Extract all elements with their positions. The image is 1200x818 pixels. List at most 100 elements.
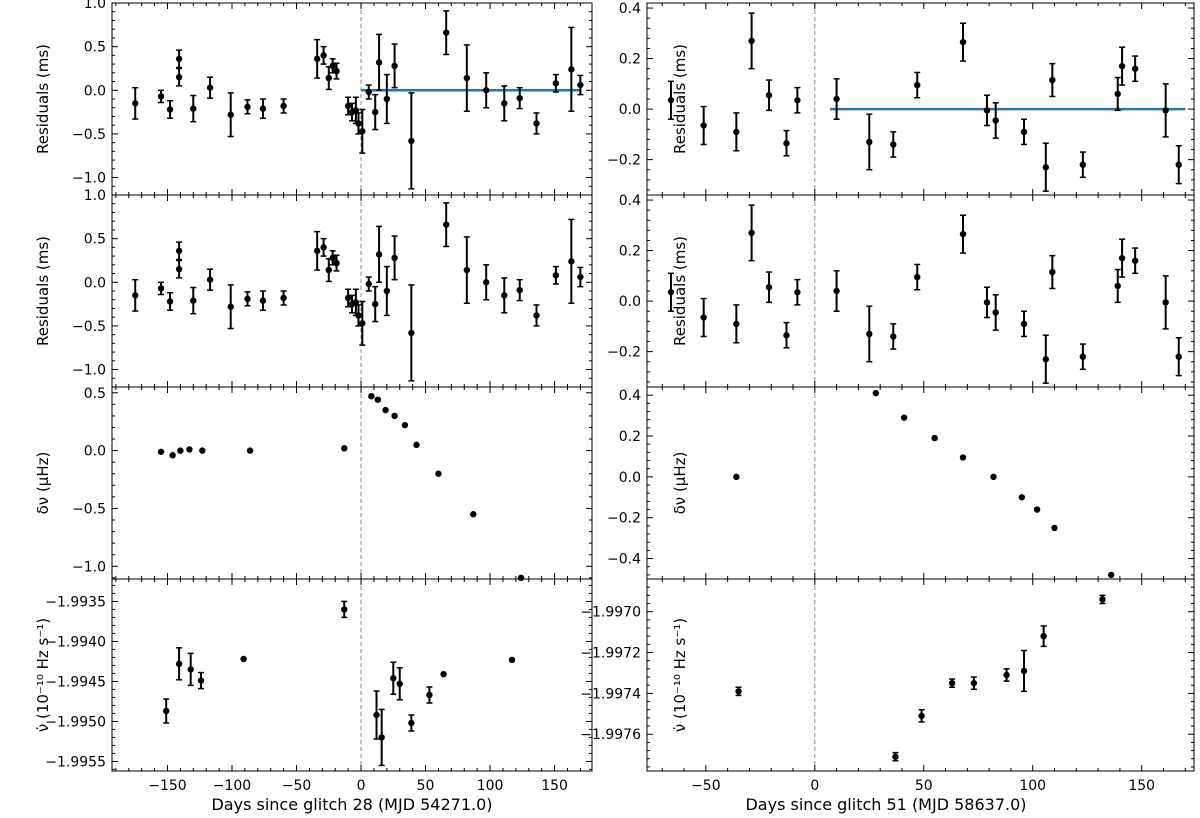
y-axis-label: Residuals (ms)	[34, 236, 52, 346]
data-point	[320, 52, 327, 59]
data-point	[359, 128, 366, 135]
data-point	[186, 446, 193, 453]
y-axis-label: δν (μHz)	[34, 452, 52, 515]
data-point	[552, 80, 560, 87]
plot-frame	[111, 386, 593, 580]
y-tick-label: 0.0	[84, 83, 106, 99]
data-point	[866, 138, 873, 146]
y-tick-label: 0.4	[619, 193, 641, 209]
data-point	[177, 447, 184, 454]
x-tick-label: −100	[213, 778, 251, 794]
data-point	[577, 273, 584, 281]
plot-frame	[646, 194, 1195, 388]
data-point	[132, 100, 139, 107]
data-point	[501, 100, 508, 107]
data-point	[914, 81, 921, 89]
data-point	[1099, 596, 1106, 603]
data-point	[162, 707, 170, 715]
data-point	[246, 447, 254, 454]
data-point	[1018, 494, 1026, 501]
data-point	[132, 292, 139, 299]
x-tick-label: 150	[1128, 778, 1155, 794]
y-tick-label: 0.0	[619, 470, 641, 486]
y-tick-label: 0.0	[619, 102, 641, 118]
data-point	[794, 289, 801, 296]
data-point	[892, 753, 899, 760]
data-point	[516, 286, 523, 294]
right-x-axis-label: Days since glitch 51 (MJD 58637.0)	[745, 795, 1026, 814]
data-point	[1051, 524, 1058, 532]
right-panel-frequency-derivative: −50 0 50 100 150 −1.9976 −1.9974 −1.9972 −1.9970…	[580, 578, 1195, 794]
x-tick-label: −50	[282, 778, 312, 794]
y-tick-label: 0.2	[619, 244, 641, 260]
y-axis-label: ν̇ (10⁻¹⁰ Hz s⁻¹)	[34, 618, 52, 732]
data-point	[244, 103, 251, 111]
data-point	[970, 679, 978, 687]
data-point	[169, 452, 176, 459]
data-point	[1118, 254, 1126, 262]
data-point	[992, 309, 999, 316]
y-tick-label: 0.0	[84, 275, 106, 291]
y-tick-label: −1.9945	[45, 674, 106, 690]
data-point	[227, 111, 234, 118]
data-point	[157, 93, 165, 100]
data-point	[959, 454, 967, 461]
data-point	[1079, 353, 1087, 360]
data-point	[735, 688, 742, 695]
data-point	[508, 656, 516, 663]
data-point	[187, 666, 194, 673]
data-point	[313, 55, 321, 63]
data-point	[408, 137, 415, 145]
data-point	[516, 94, 523, 102]
data-point	[463, 74, 471, 82]
right-panel-residuals-pre-fit: −0.2 0.0 0.2 0.4 Residuals (ms)	[607, 1, 1195, 196]
data-point	[783, 332, 790, 339]
x-tick-label: 0	[357, 778, 366, 794]
data-point	[890, 141, 897, 148]
data-point	[533, 312, 540, 319]
data-point	[320, 244, 327, 251]
y-tick-label: −1.9955	[45, 754, 106, 770]
y-tick-label: −0.5	[72, 501, 106, 517]
data-point	[990, 473, 997, 481]
data-point	[866, 330, 873, 338]
data-point	[329, 254, 336, 262]
data-point	[577, 81, 584, 89]
data-point	[748, 37, 755, 45]
data-point	[1042, 164, 1050, 171]
left-chart: Days since glitch 28 (MJD 54271.0) −1.0−…	[34, 0, 593, 814]
data-point	[983, 107, 991, 114]
data-point	[197, 677, 205, 684]
data-point	[1049, 268, 1056, 276]
data-point	[206, 276, 214, 283]
data-point	[533, 120, 540, 127]
data-point	[440, 671, 447, 678]
data-point	[368, 393, 375, 400]
data-point	[992, 117, 999, 124]
data-point	[341, 445, 348, 452]
y-tick-label: −1.9940	[45, 634, 106, 650]
y-tick-label: −1.0	[72, 559, 106, 575]
data-point	[918, 712, 925, 720]
data-point	[382, 406, 389, 414]
data-point	[391, 62, 398, 70]
data-point	[426, 691, 433, 699]
data-point	[378, 734, 385, 741]
y-tick-label: 0.2	[619, 52, 641, 68]
y-axis-label: δν (μHz)	[671, 452, 689, 515]
data-point	[914, 273, 921, 281]
data-point	[333, 259, 340, 267]
y-tick-label: 0.0	[84, 444, 106, 460]
data-point	[568, 258, 575, 265]
data-point	[199, 447, 206, 454]
data-point	[1114, 282, 1121, 290]
data-point	[1033, 506, 1041, 513]
data-point	[733, 473, 740, 481]
plot-frame	[111, 578, 593, 772]
data-point	[396, 680, 403, 687]
data-point	[408, 329, 415, 337]
y-tick-label: −1.9974	[580, 686, 641, 702]
data-point	[931, 434, 938, 442]
y-tick-label: 0.0	[619, 294, 641, 310]
y-tick-label: −0.2	[607, 345, 641, 361]
